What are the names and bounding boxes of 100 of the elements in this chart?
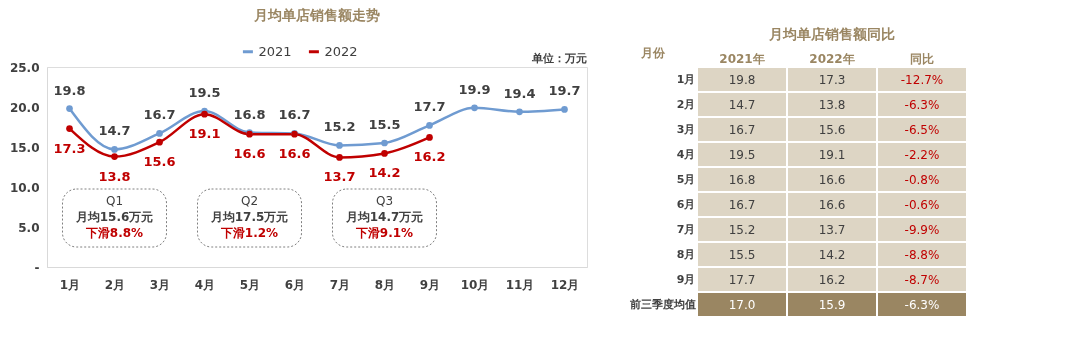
- y-tick-label: -: [34, 260, 40, 275]
- data-label: -6.3%: [904, 297, 940, 312]
- data-label: 19.5: [188, 85, 221, 100]
- point: [66, 105, 73, 112]
- point: [516, 108, 523, 116]
- x-tick-label: 12月: [550, 277, 580, 292]
- data-label: 16.6: [233, 146, 266, 162]
- annotation: 月均15.6万元: [74, 210, 154, 224]
- data-label: -6.5%: [904, 122, 940, 137]
- data-label: 16.8: [728, 172, 756, 187]
- legend-label: 2021: [258, 43, 292, 59]
- data-label: 17.0: [728, 297, 756, 312]
- y-tick-label: 2月: [676, 97, 696, 111]
- x-tick-label: 同比: [910, 51, 934, 66]
- point: [426, 134, 433, 141]
- annotation: 下滑1.2%: [219, 226, 279, 240]
- x-tick-label: 11月: [505, 277, 535, 292]
- x-tick-label: 1月: [59, 277, 81, 292]
- data-label: 17.7: [413, 99, 446, 115]
- data-label: 13.7: [323, 169, 356, 185]
- point: [381, 150, 388, 157]
- x-tick-label: 2022年: [809, 51, 855, 66]
- data-label: 16.7: [728, 122, 756, 137]
- data-label: 15.5: [368, 117, 401, 132]
- data-label: -0.6%: [904, 197, 940, 212]
- annotation: 下滑9.1%: [354, 226, 414, 240]
- data-label: 13.7: [818, 222, 846, 237]
- data-label: 16.6: [818, 172, 846, 187]
- y-tick-label: 10.0: [9, 180, 40, 195]
- data-label: 19.8: [53, 82, 86, 98]
- data-label: 19.8: [728, 72, 756, 87]
- point: [426, 122, 433, 129]
- y-tick-label: 5月: [676, 172, 696, 186]
- y-axis-title: 月份: [639, 45, 666, 60]
- annotation: 下滑8.8%: [84, 226, 144, 240]
- data-label: 13.8: [98, 168, 131, 184]
- y-tick-label: 15.0: [9, 140, 40, 155]
- data-label: 15.6: [143, 154, 176, 170]
- data-label: 17.3: [818, 72, 846, 87]
- data-label: 17.7: [728, 272, 756, 287]
- point: [66, 125, 73, 132]
- x-tick-label: 7月: [329, 277, 351, 292]
- x-tick-label: 3月: [149, 277, 171, 292]
- annotation: 月均17.5万元: [209, 210, 289, 224]
- data-label: -2.2%: [904, 147, 940, 162]
- annotation: Q3: [375, 194, 394, 208]
- data-label: 19.5: [728, 147, 756, 162]
- y-tick-label: 1月: [676, 72, 696, 86]
- legend-label: 2022: [324, 43, 358, 59]
- y-tick-label: 20.0: [9, 100, 40, 115]
- data-label: 16.6: [818, 197, 846, 212]
- text: 单位：万元: [531, 52, 587, 65]
- y-tick-label: 4月: [676, 147, 696, 161]
- data-label: 14.2: [818, 247, 846, 262]
- data-label: 14.7: [98, 123, 131, 139]
- data-label: 14.7: [728, 97, 756, 112]
- data-label: 16.7: [728, 197, 756, 212]
- y-tick-label: 前三季度均值: [628, 297, 696, 311]
- chart-title: 月均单店销售额同比: [768, 26, 895, 42]
- data-label: 19.1: [818, 147, 846, 162]
- data-label: -12.7%: [900, 72, 944, 87]
- y-tick-label: 6月: [676, 197, 696, 211]
- x-tick-label: 4月: [194, 277, 216, 292]
- x-tick-label: 2月: [104, 277, 126, 292]
- data-label: 16.7: [143, 107, 176, 123]
- data-label: 19.9: [458, 81, 491, 97]
- data-label: -8.7%: [904, 272, 940, 287]
- x-tick-label: 10月: [460, 277, 490, 292]
- data-label: 16.2: [818, 272, 846, 287]
- data-label: 13.8: [818, 97, 846, 112]
- data-label: 19.7: [548, 83, 581, 99]
- data-label: 16.6: [278, 146, 311, 162]
- data-label: 14.2: [368, 165, 401, 181]
- point: [111, 153, 118, 160]
- data-label: -9.9%: [904, 222, 940, 237]
- x-tick-label: 8月: [374, 277, 396, 292]
- data-label: 16.2: [413, 149, 446, 165]
- point: [156, 130, 163, 137]
- point: [471, 104, 478, 112]
- data-label: -6.3%: [904, 97, 940, 112]
- data-label: 16.7: [278, 107, 311, 123]
- x-tick-label: 5月: [239, 277, 261, 292]
- x-tick-label: 9月: [419, 277, 441, 292]
- annotation: Q1: [105, 194, 124, 208]
- data-label: -8.8%: [904, 247, 940, 262]
- x-tick-label: 2021年: [719, 51, 765, 66]
- data-label: 19.1: [188, 126, 221, 142]
- chart-title: 月均单店销售额走势: [253, 7, 380, 23]
- point: [561, 106, 568, 113]
- data-label: -0.8%: [904, 172, 940, 187]
- data-label: 15.5: [728, 247, 756, 262]
- y-tick-label: 25.0: [9, 60, 40, 75]
- y-tick-label: 8月: [676, 247, 696, 261]
- annotation: 月均14.7万元: [344, 210, 424, 224]
- data-label: 15.9: [818, 297, 846, 312]
- y-tick-label: 5.0: [18, 220, 40, 235]
- point: [336, 142, 343, 149]
- data-label: 15.6: [818, 122, 846, 137]
- y-tick-label: 3月: [676, 122, 696, 136]
- point: [381, 139, 388, 147]
